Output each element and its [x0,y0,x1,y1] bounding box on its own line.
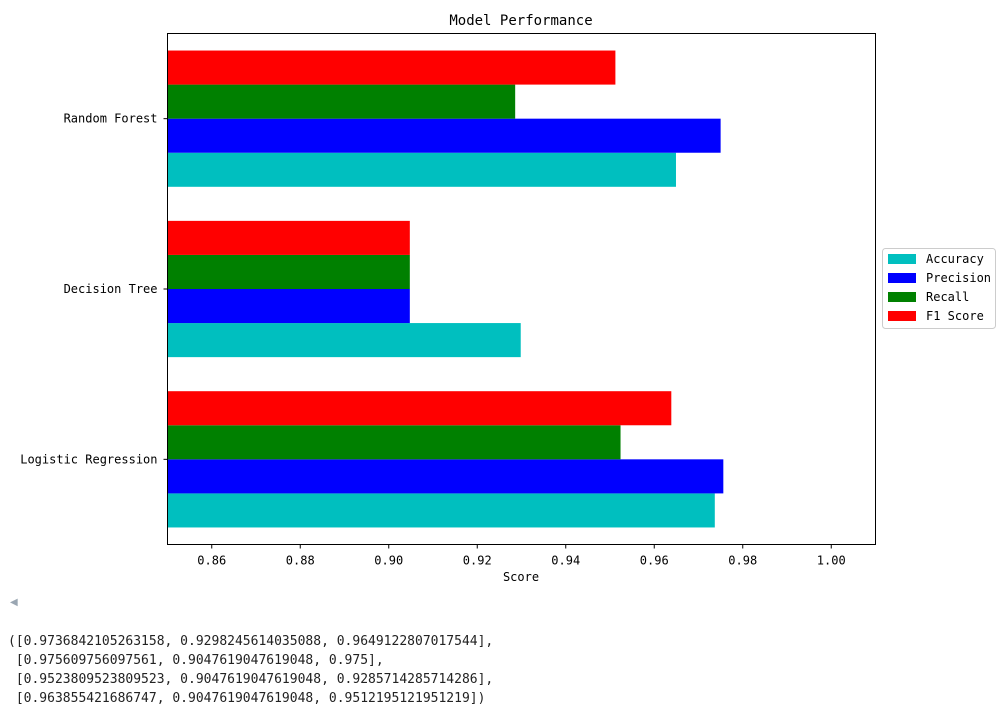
legend-swatch [888,254,916,264]
bar [167,220,410,255]
x-tick-label: 0.88 [286,554,315,568]
legend-label: Precision [926,271,991,285]
bar [167,459,724,494]
legend-swatch [888,311,916,321]
x-tick-label: 0.96 [640,554,669,568]
x-tick-label: 0.86 [197,554,226,568]
output-line: [0.9523809523809523, 0.9047619047619048,… [8,672,494,687]
legend-label: F1 Score [926,309,984,323]
bar [167,391,672,426]
output-text: ([0.9736842105263158, 0.9298245614035088… [8,632,493,708]
output-line: [0.975609756097561, 0.9047619047619048, … [8,653,384,668]
y-axis: Logistic Regression Decision Tree Random F… [20,112,168,466]
x-tick-label: 0.90 [374,554,403,568]
chart-title: Model Performance [449,13,592,29]
legend-label: Accuracy [926,252,984,266]
bar [167,493,715,528]
bar [167,118,721,153]
left-arrow-icon[interactable]: ◀ [10,597,18,608]
bar [167,152,676,187]
bar [167,289,410,324]
output-line: ([0.9736842105263158, 0.9298245614035088… [8,634,494,649]
y-tick-label: Decision Tree [64,282,158,296]
bars-group [167,50,724,528]
legend-frame [882,248,996,329]
x-tick-label: 0.94 [551,554,580,568]
x-tick-label: 0.92 [463,554,492,568]
legend-swatch [888,292,916,302]
bar [167,50,616,85]
bar [167,323,521,358]
x-axis: 0.86 0.88 0.90 0.92 0.94 0.96 0.98 1.00 [197,544,846,568]
x-tick-label: 1.00 [817,554,846,568]
x-axis-label: Score [503,570,539,584]
legend-label: Recall [926,290,969,304]
y-tick-label: Random Forest [64,112,158,126]
bar [167,254,410,289]
output-line: [0.963855421686747, 0.9047619047619048, … [8,691,486,706]
y-tick-label: Logistic Regression [20,452,157,466]
legend-swatch [888,273,916,283]
bar [167,84,516,119]
bar-chart: Model Performance Logistic Regression Dec… [20,13,996,584]
legend: Accuracy Precision Recall F1 Score [882,248,996,329]
x-tick-label: 0.98 [728,554,757,568]
bar [167,425,621,460]
